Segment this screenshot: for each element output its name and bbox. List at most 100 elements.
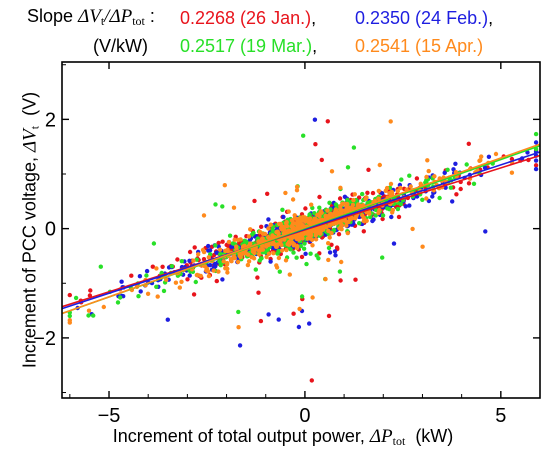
data-point-4-1744 [326, 241, 331, 246]
data-point-3-1432 [399, 177, 404, 182]
data-point-2-567 [391, 241, 397, 246]
data-point-3-1176 [345, 197, 350, 203]
data-point-2-916 [403, 204, 408, 209]
data-point-4-2053 [388, 181, 394, 187]
axis-ticks: −5 0 5 −2 0 2 [33, 62, 541, 427]
data-point-2-827 [187, 273, 192, 278]
data-point-3-1547 [301, 133, 306, 138]
data-point-3-1474 [86, 313, 91, 318]
data-point-3-1168 [380, 255, 385, 260]
data-point-4-2074 [347, 217, 353, 222]
data-point-4-1693 [279, 242, 284, 248]
data-point-4-1877 [289, 224, 294, 229]
data-point-4-1843 [307, 235, 312, 240]
data-point-4-1973 [390, 207, 395, 213]
data-point-2-1000 [281, 214, 286, 220]
data-point-4-1601 [424, 196, 429, 201]
legend-ratio-numerator: ΔV [78, 6, 101, 27]
data-point-1-254 [160, 264, 165, 269]
data-point-3-1117 [161, 288, 167, 294]
data-point-3-1119 [533, 131, 539, 137]
data-point-4-2076 [432, 174, 437, 179]
data-point-1-154 [326, 313, 332, 319]
data-point-4-2037 [313, 233, 318, 238]
legend-sep-1: , [311, 8, 317, 28]
data-point-2-868 [212, 261, 217, 266]
data-point-1-184 [329, 242, 334, 247]
data-point-4-2050 [297, 306, 302, 312]
data-point-4-1899 [327, 235, 332, 240]
legend-entry-jan: 0.2268 (26 Jan.), [180, 8, 316, 28]
legend-entry-apr-text: 0.2541 (15 Apr.) [355, 36, 484, 56]
y-axis-label: Increment of PCC voltage, ΔVt (V) [20, 92, 43, 368]
data-point-4-2020 [252, 250, 257, 256]
data-point-1-421 [466, 141, 471, 146]
data-point-3-1108 [236, 309, 241, 315]
data-point-4-1874 [319, 210, 324, 215]
data-point-4-1889 [263, 244, 269, 249]
data-point-4-1980 [242, 243, 247, 249]
data-point-2-780 [407, 203, 412, 208]
data-point-4-1582 [287, 272, 292, 277]
data-point-4-1960 [306, 230, 311, 235]
data-point-4-2061 [274, 244, 279, 249]
plot-frame [61, 61, 541, 399]
data-point-2-892 [303, 251, 308, 256]
data-point-4-1645 [195, 272, 200, 278]
data-point-4-1844 [223, 266, 228, 271]
data-point-4-1767 [410, 226, 415, 232]
data-point-1-462 [396, 214, 402, 220]
data-point-1-454 [365, 190, 370, 195]
data-point-4-1864 [300, 214, 306, 220]
data-point-4-1996 [388, 119, 393, 124]
data-point-1-139 [259, 224, 264, 229]
data-point-1-30 [299, 254, 305, 260]
data-point-3-1223 [373, 207, 379, 213]
data-point-4-2031 [300, 218, 305, 223]
data-point-1-259 [361, 229, 366, 234]
data-point-2-619 [442, 170, 447, 175]
data-point-2-543 [307, 321, 312, 326]
data-point-3-1544 [251, 230, 256, 236]
data-point-4-1735 [276, 255, 282, 261]
data-point-4-1920 [235, 237, 241, 243]
data-point-4-1979 [268, 222, 273, 227]
data-point-1-331 [192, 245, 197, 250]
data-point-4-1906 [420, 244, 425, 249]
data-point-3-1217 [302, 241, 307, 246]
data-point-1-33 [366, 167, 371, 172]
data-point-1-19 [325, 119, 330, 124]
data-point-4-1597 [377, 162, 382, 168]
data-point-4-1990 [318, 231, 323, 236]
data-point-3-1504 [326, 245, 332, 251]
y-tick-label: 0 [45, 219, 56, 241]
data-point-4-1779 [274, 263, 279, 268]
data-point-4-1876 [408, 184, 413, 189]
data-point-4-2062 [217, 247, 223, 252]
data-point-3-1318 [299, 294, 305, 299]
legend-colon: : [149, 6, 155, 26]
data-point-4-1992 [206, 273, 212, 279]
data-point-3-1056 [304, 261, 309, 267]
data-point-3-1216 [227, 233, 233, 238]
data-point-4-1994 [292, 221, 297, 226]
data-point-4-2039 [283, 258, 289, 263]
data-point-4-1683 [313, 237, 319, 242]
data-point-3-1109 [471, 181, 477, 186]
data-point-1-238 [150, 264, 155, 269]
data-point-4-1921 [310, 243, 315, 248]
legend-title: Slope ΔVt/ΔPtot : [27, 6, 155, 31]
data-point-1-248 [187, 249, 193, 255]
data-point-4-2009 [343, 218, 348, 223]
data-point-3-1531 [136, 294, 141, 299]
data-point-1-425 [129, 273, 134, 278]
data-point-4-2036 [203, 264, 208, 269]
data-point-4-1632 [479, 154, 484, 159]
data-point-4-2045 [211, 268, 216, 273]
data-point-1-473 [319, 157, 324, 163]
data-point-3-1181 [437, 195, 442, 201]
data-point-1-112 [337, 196, 343, 201]
legend-entry-apr: 0.2541 (15 Apr.) [355, 36, 483, 56]
data-point-4-2060 [425, 158, 430, 163]
y-axis-label-text: Increment of PCC voltage, [19, 152, 40, 369]
